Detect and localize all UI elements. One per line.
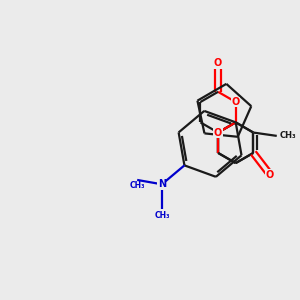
Text: N: N bbox=[158, 179, 166, 189]
Text: CH₃: CH₃ bbox=[129, 182, 145, 190]
Text: O: O bbox=[266, 170, 274, 180]
Text: O: O bbox=[214, 58, 222, 68]
Text: CH₃: CH₃ bbox=[280, 131, 296, 140]
Text: O: O bbox=[214, 128, 222, 137]
Text: O: O bbox=[232, 97, 240, 107]
Text: CH₃: CH₃ bbox=[154, 211, 170, 220]
